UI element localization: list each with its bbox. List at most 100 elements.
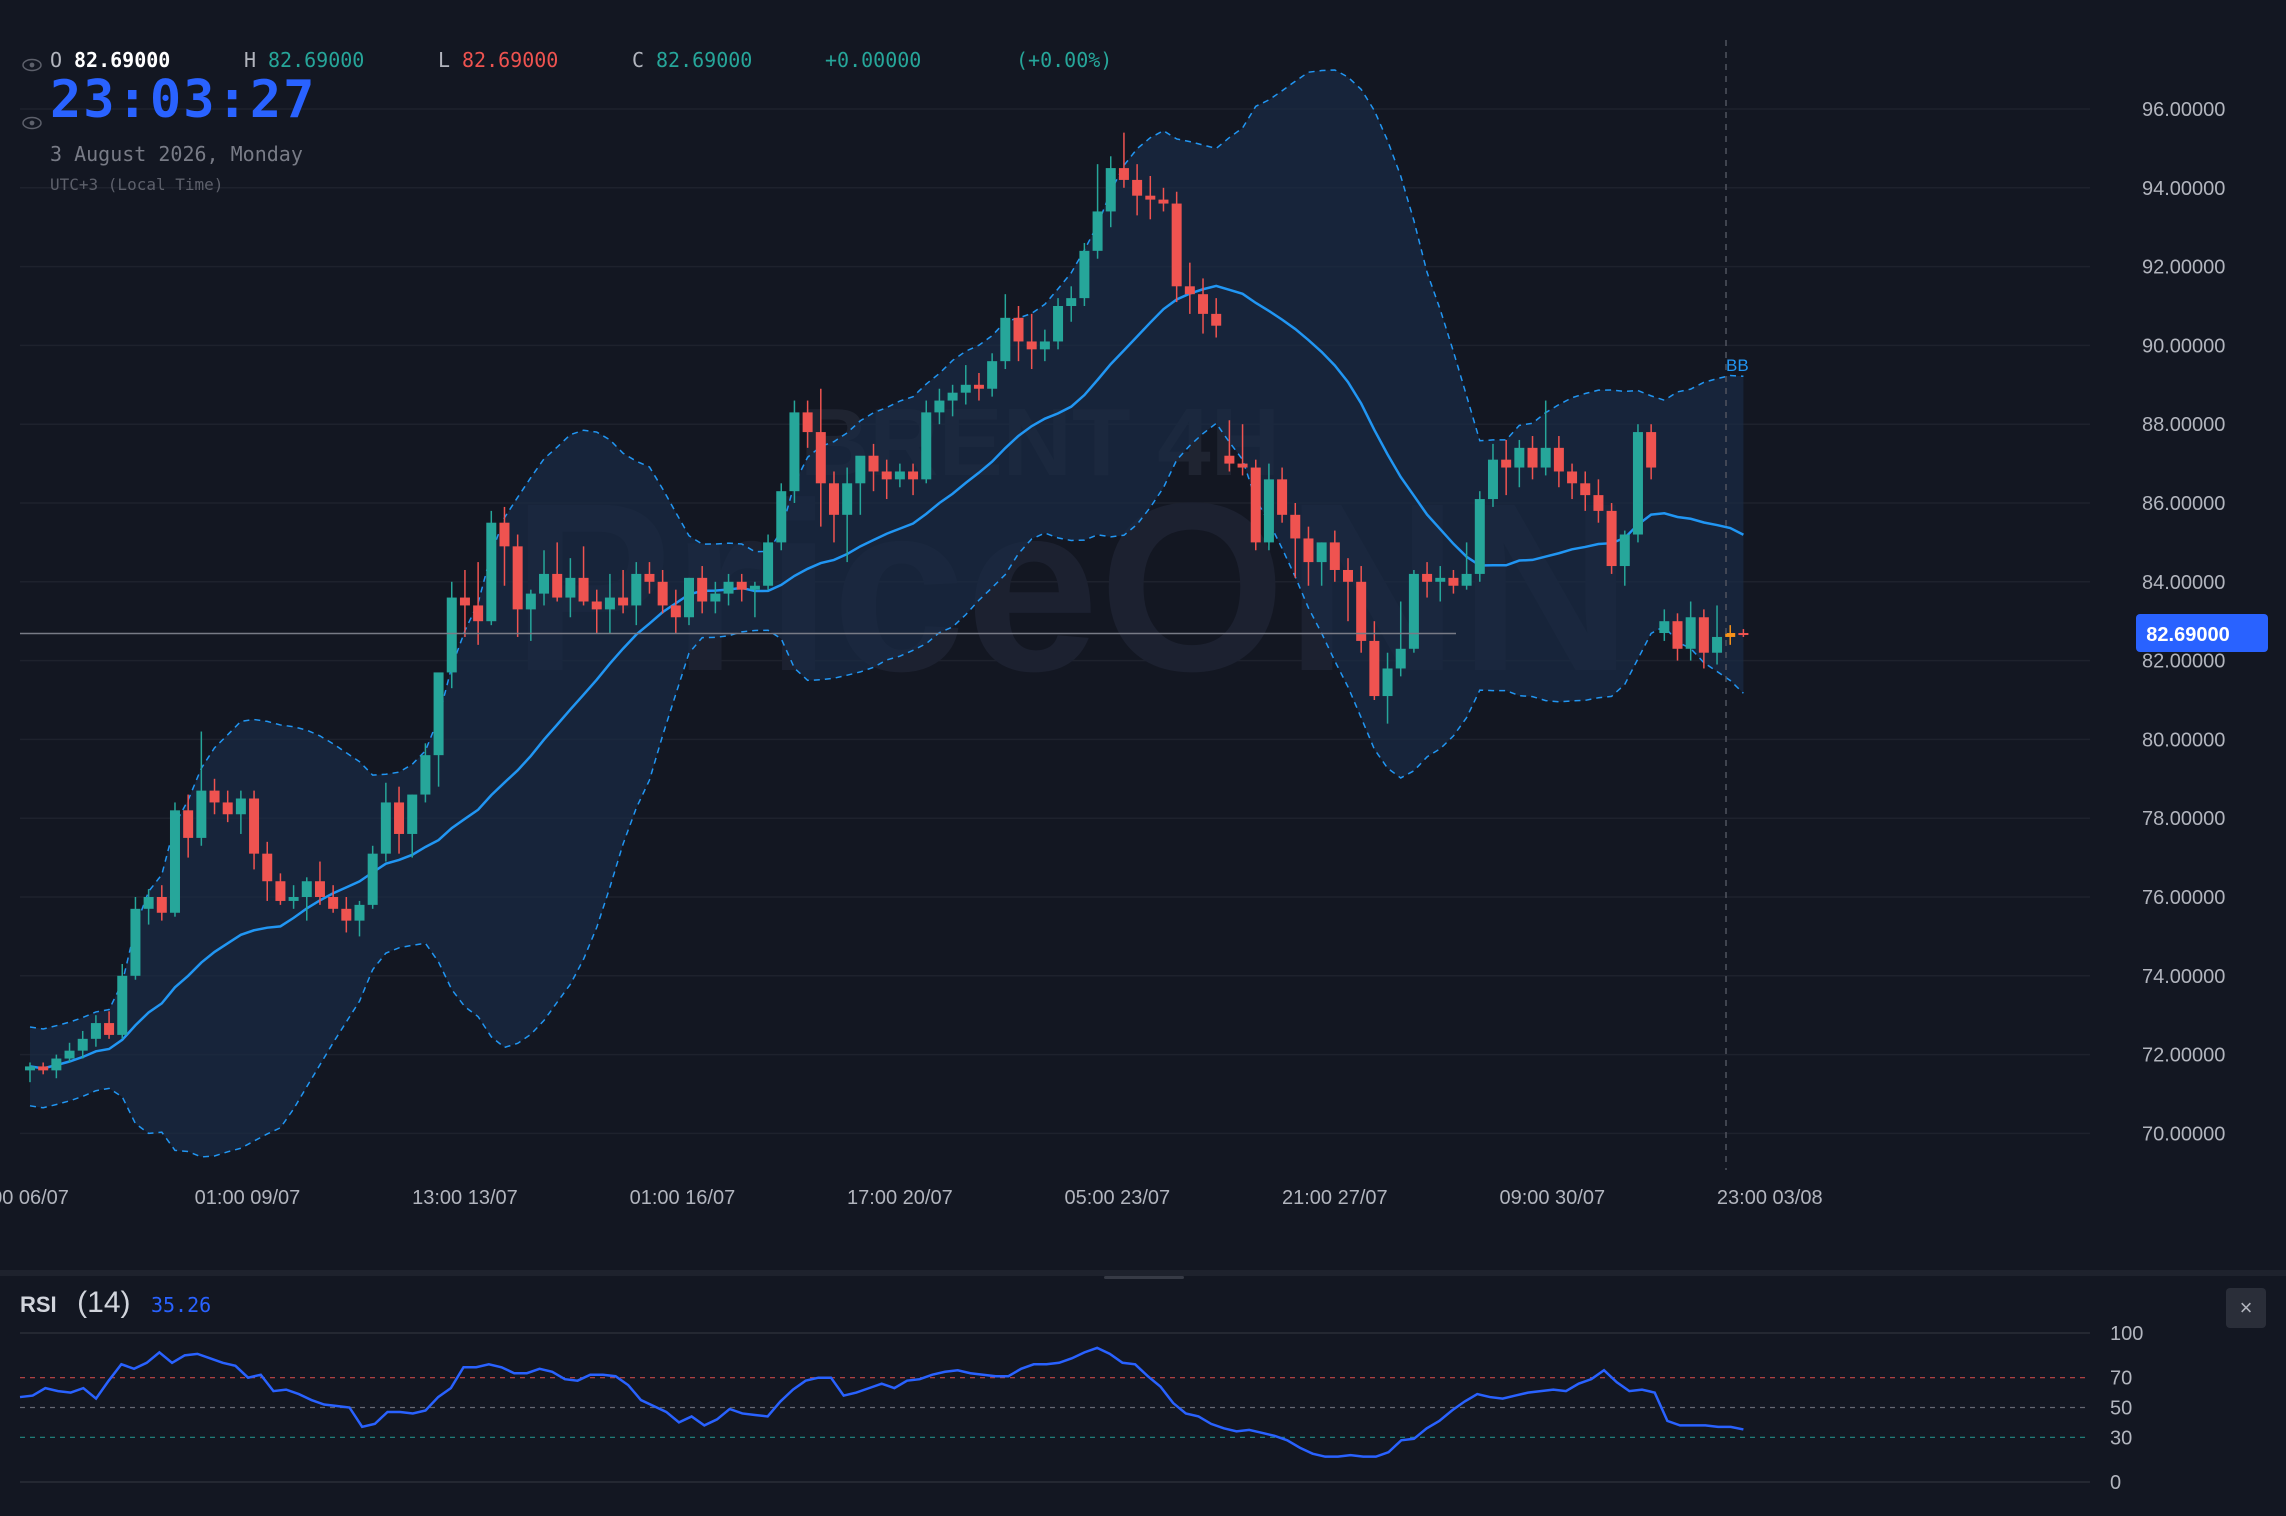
candle[interactable] <box>1659 609 1670 641</box>
candle[interactable] <box>1250 459 1261 551</box>
candle[interactable] <box>842 467 853 563</box>
candle[interactable] <box>881 459 892 500</box>
candle[interactable] <box>1619 530 1630 586</box>
candle[interactable] <box>473 562 484 645</box>
candle[interactable] <box>222 790 233 823</box>
candle[interactable] <box>64 1042 75 1063</box>
candle[interactable] <box>169 802 180 917</box>
candles[interactable] <box>25 132 1749 1083</box>
candle[interactable] <box>1369 621 1380 700</box>
candle[interactable] <box>934 388 945 425</box>
candle[interactable] <box>1474 491 1485 582</box>
candle[interactable] <box>486 510 497 626</box>
candle[interactable] <box>25 1062 35 1083</box>
candle[interactable] <box>618 569 629 614</box>
candle[interactable] <box>1303 526 1314 586</box>
candle[interactable] <box>855 455 866 515</box>
candle[interactable] <box>156 885 167 921</box>
candle[interactable] <box>1079 242 1090 306</box>
candle[interactable] <box>1712 605 1723 665</box>
candle[interactable] <box>1632 424 1643 543</box>
candle[interactable] <box>631 562 642 626</box>
candle[interactable] <box>1356 566 1367 653</box>
candle[interactable] <box>446 581 457 689</box>
candle[interactable] <box>1514 439 1525 488</box>
candle[interactable] <box>644 562 655 594</box>
candle[interactable] <box>407 794 418 858</box>
candle[interactable] <box>973 372 984 401</box>
candle[interactable] <box>367 845 378 909</box>
candle[interactable] <box>565 558 576 618</box>
candle[interactable] <box>1553 436 1564 488</box>
candle[interactable] <box>736 573 747 602</box>
candle[interactable] <box>196 731 207 846</box>
candle[interactable] <box>776 483 787 551</box>
candle[interactable] <box>38 1062 49 1075</box>
candle[interactable] <box>77 1030 88 1059</box>
candle[interactable] <box>1145 175 1156 220</box>
candle[interactable] <box>1263 463 1274 551</box>
candle[interactable] <box>1026 313 1037 370</box>
candle[interactable] <box>1105 156 1116 228</box>
candle[interactable] <box>1395 601 1406 677</box>
candle[interactable] <box>1725 625 1736 645</box>
candle[interactable] <box>1013 306 1024 362</box>
candle[interactable] <box>1646 424 1657 480</box>
candle[interactable] <box>1461 542 1472 590</box>
candle[interactable] <box>1382 652 1393 724</box>
visibility-eye-icon[interactable] <box>22 58 42 72</box>
candle[interactable] <box>1738 629 1749 637</box>
visibility-eye-icon[interactable] <box>22 116 42 130</box>
candle[interactable] <box>802 400 813 448</box>
candle[interactable] <box>420 743 431 803</box>
candle[interactable] <box>354 900 365 937</box>
candle[interactable] <box>1039 329 1050 362</box>
candle[interactable] <box>1132 164 1143 216</box>
candle[interactable] <box>525 589 536 641</box>
candle[interactable] <box>657 569 668 614</box>
candle[interactable] <box>1567 463 1578 500</box>
candle[interactable] <box>828 471 839 543</box>
candle[interactable] <box>1698 609 1709 669</box>
candle[interactable] <box>1672 613 1683 661</box>
candle[interactable] <box>539 550 550 606</box>
candle[interactable] <box>275 873 286 905</box>
candle[interactable] <box>1171 191 1182 303</box>
close-rsi-button[interactable]: × <box>2226 1288 2266 1328</box>
candle[interactable] <box>1540 400 1551 476</box>
candle[interactable] <box>1435 566 1446 602</box>
candle[interactable] <box>1066 286 1077 322</box>
candle[interactable] <box>314 861 325 905</box>
candle[interactable] <box>394 786 405 854</box>
candle[interactable] <box>763 534 774 590</box>
candle[interactable] <box>512 534 523 637</box>
candle[interactable] <box>591 589 602 634</box>
candle[interactable] <box>1606 503 1617 574</box>
candle[interactable] <box>1211 298 1222 338</box>
candle[interactable] <box>143 889 154 925</box>
candle[interactable] <box>921 400 932 484</box>
candle[interactable] <box>235 790 246 834</box>
candle[interactable] <box>209 778 220 815</box>
candle[interactable] <box>684 577 694 626</box>
candle[interactable] <box>1593 479 1604 523</box>
candle[interactable] <box>433 672 444 787</box>
candle[interactable] <box>1092 164 1103 259</box>
candle[interactable] <box>1487 443 1498 507</box>
candle[interactable] <box>1527 436 1538 480</box>
candle[interactable] <box>262 841 273 901</box>
candle[interactable] <box>1158 187 1169 212</box>
candle[interactable] <box>1316 542 1327 586</box>
candle[interactable] <box>1198 278 1209 334</box>
candle[interactable] <box>130 897 141 980</box>
candle[interactable] <box>1329 530 1340 582</box>
candle[interactable] <box>1448 569 1459 594</box>
candle[interactable] <box>380 782 391 862</box>
pane-resize-handle[interactable] <box>1104 1276 1184 1279</box>
candle[interactable] <box>604 573 615 634</box>
candle[interactable] <box>552 542 563 602</box>
candle[interactable] <box>1343 558 1353 622</box>
candle[interactable] <box>723 573 734 606</box>
candle[interactable] <box>51 1054 62 1079</box>
